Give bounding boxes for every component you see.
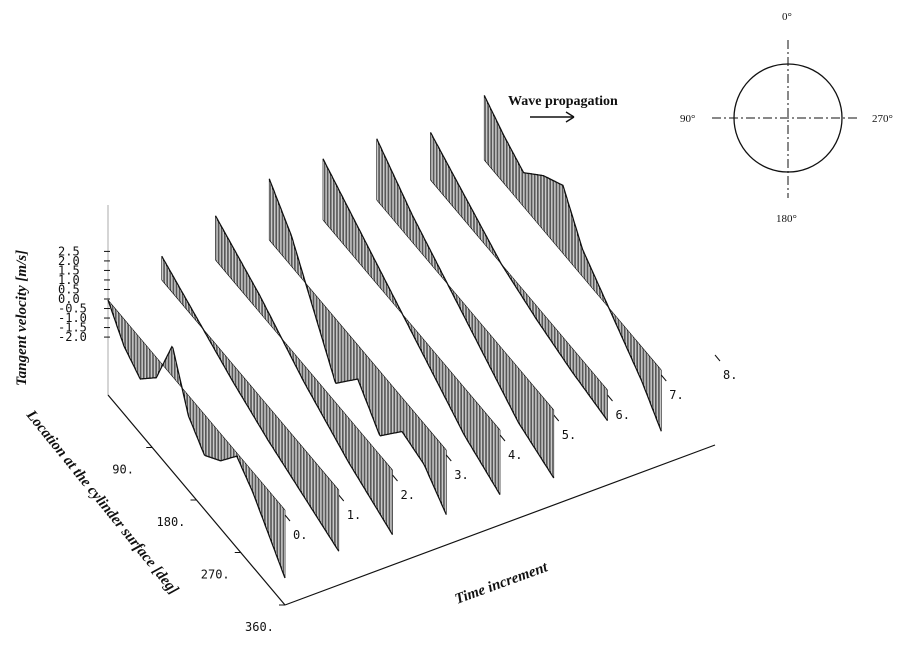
velocity-axis-ticks: 2.52.01.51.00.50.0-0.5-1.0-1.5-2.0 bbox=[58, 244, 110, 344]
z-tick-label: 90. bbox=[112, 463, 134, 477]
compass-label-bottom: 180° bbox=[776, 213, 797, 225]
x-tick-label: 8. bbox=[723, 368, 737, 382]
series-line-t0 bbox=[107, 299, 286, 579]
x-tick-mark bbox=[660, 374, 667, 382]
series-panel-t6 bbox=[429, 132, 609, 421]
x-tick-label: 4. bbox=[508, 448, 522, 462]
series-panel-t2 bbox=[214, 215, 394, 535]
time-panels bbox=[107, 95, 662, 579]
time-axis-ticks: 0. 1. 2. 3. 4. 5. 6. 7. 8. bbox=[284, 354, 737, 542]
x-tick-mark bbox=[553, 414, 560, 422]
baseline-t3 bbox=[269, 239, 447, 451]
baseline-t4 bbox=[322, 219, 501, 431]
y-tick-label: 1.0 bbox=[58, 273, 80, 287]
series-line-t7 bbox=[483, 95, 662, 432]
time-axis-title: Time increment bbox=[453, 559, 551, 608]
x-tick-mark bbox=[338, 494, 345, 502]
series-line-t6 bbox=[429, 132, 609, 421]
series-panel-t5 bbox=[376, 138, 555, 479]
series-panel-t4 bbox=[322, 158, 501, 495]
y-tick-label: -1.0 bbox=[58, 311, 87, 325]
x-tick-mark bbox=[607, 394, 613, 402]
compass-label-top: 0° bbox=[782, 11, 792, 23]
compass-label-left: 90° bbox=[680, 113, 695, 125]
series-panel-t3 bbox=[268, 178, 447, 515]
x-tick-label: 5. bbox=[562, 428, 576, 442]
baseline-t1 bbox=[161, 279, 339, 491]
series-line-t1 bbox=[161, 255, 340, 552]
x-tick-mark bbox=[499, 434, 506, 442]
time-axis-line bbox=[284, 444, 716, 606]
y-tick-label: 2.0 bbox=[58, 254, 80, 268]
wave-propagation-label: Wave propagation bbox=[508, 94, 618, 109]
x-tick-label: 0. bbox=[293, 528, 307, 542]
cylinder-orientation-diagram: 0° 90° 270° 180° bbox=[680, 11, 893, 225]
wave-propagation-arrow-icon bbox=[530, 111, 575, 123]
x-tick-label: 2. bbox=[401, 488, 415, 502]
baseline-t7 bbox=[484, 159, 662, 371]
x-tick-label: 3. bbox=[454, 468, 468, 482]
series-line-t4 bbox=[322, 158, 501, 495]
x-tick-mark bbox=[445, 454, 452, 462]
baseline-t5 bbox=[376, 199, 554, 411]
series-panel-t0 bbox=[107, 299, 286, 579]
baseline-t2 bbox=[215, 259, 393, 471]
y-tick-label: 2.5 bbox=[58, 244, 80, 258]
y-tick-label: 0.0 bbox=[58, 292, 80, 306]
y-tick-label: -2.0 bbox=[58, 330, 87, 344]
z-tick-label: 360. bbox=[245, 620, 274, 634]
z-tick-label: 180. bbox=[157, 515, 186, 529]
series-line-t3 bbox=[268, 178, 447, 515]
x-tick-label: 6. bbox=[616, 408, 630, 422]
compass-label-right: 270° bbox=[872, 113, 893, 125]
location-axis-ticks: 90. 180. 270. 360. bbox=[112, 447, 285, 634]
x-tick-label: 1. bbox=[347, 508, 361, 522]
z-tick-label: 270. bbox=[201, 568, 230, 582]
series-line-t2 bbox=[214, 215, 394, 535]
x-tick-mark bbox=[714, 354, 721, 362]
series-panel-t1 bbox=[161, 255, 340, 552]
baseline-t0 bbox=[107, 299, 286, 511]
y-tick-label: 1.5 bbox=[58, 263, 80, 277]
velocity-axis-title: Tangent velocity [m/s] bbox=[14, 250, 30, 386]
y-tick-label: -0.5 bbox=[58, 302, 87, 316]
x-tick-label: 7. bbox=[669, 388, 683, 402]
x-tick-mark bbox=[392, 474, 398, 482]
location-axis-title: Location at the cylinder surface [deg] bbox=[22, 407, 181, 598]
series-panel-t7 bbox=[483, 95, 662, 432]
baseline-t6 bbox=[430, 179, 608, 391]
series-line-t5 bbox=[376, 138, 555, 479]
y-tick-label: -1.5 bbox=[58, 321, 87, 335]
y-tick-label: 0.5 bbox=[58, 282, 80, 296]
x-tick-mark bbox=[284, 514, 291, 522]
